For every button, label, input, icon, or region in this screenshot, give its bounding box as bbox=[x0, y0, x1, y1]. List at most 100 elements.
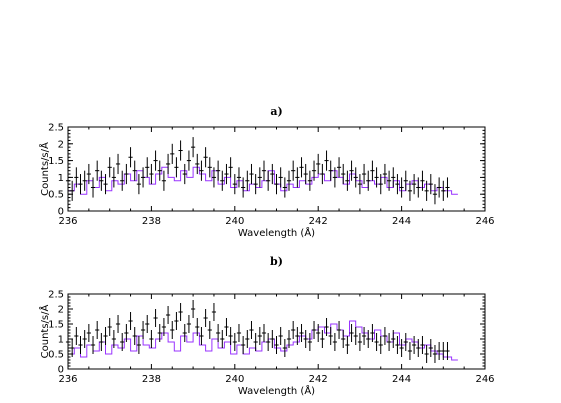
x-tick-label: 238 bbox=[142, 374, 161, 385]
x-tick-label: 240 bbox=[225, 216, 244, 227]
data-point bbox=[353, 167, 358, 188]
data-point bbox=[245, 170, 250, 191]
data-point bbox=[182, 163, 187, 185]
data-point bbox=[387, 170, 392, 191]
data-point bbox=[78, 336, 83, 354]
data-point bbox=[136, 336, 141, 354]
y-tick-label: 0.5 bbox=[48, 350, 64, 361]
data-point bbox=[307, 170, 312, 191]
data-point bbox=[345, 336, 350, 354]
x-tick-label: 244 bbox=[392, 374, 411, 385]
data-point bbox=[128, 312, 133, 330]
data-point bbox=[228, 327, 233, 345]
data-point bbox=[153, 150, 158, 171]
data-point bbox=[349, 160, 354, 181]
data-point bbox=[270, 330, 275, 348]
data-point bbox=[99, 333, 104, 351]
data-point bbox=[316, 324, 321, 342]
data-point bbox=[299, 157, 304, 178]
data-point bbox=[132, 327, 137, 345]
plot-frame bbox=[67, 126, 486, 212]
data-point bbox=[416, 339, 421, 357]
data-point bbox=[90, 177, 96, 198]
panel-b: b) 236 238 240 242 244 246 0 0.5 1 1.5 2 2.5 Waveleng… bbox=[38, 255, 495, 397]
x-tick-label: 246 bbox=[475, 216, 494, 227]
data-point bbox=[403, 333, 408, 351]
data-point bbox=[241, 177, 246, 198]
data-point bbox=[157, 160, 162, 181]
y-tick-label: 2.5 bbox=[48, 290, 64, 301]
data-point bbox=[120, 170, 125, 191]
data-point bbox=[445, 342, 450, 360]
data-point bbox=[374, 333, 379, 351]
data-point bbox=[82, 170, 87, 191]
x-tick-label: 242 bbox=[309, 216, 328, 227]
data-point bbox=[282, 339, 287, 357]
x-tick-label: 238 bbox=[142, 216, 161, 227]
data-point bbox=[82, 330, 87, 348]
data-point bbox=[111, 330, 116, 348]
data-point bbox=[311, 160, 317, 181]
data-point bbox=[286, 170, 292, 191]
data-point bbox=[124, 324, 129, 342]
data-point bbox=[420, 336, 425, 354]
data-point bbox=[165, 153, 171, 175]
data-point bbox=[374, 167, 379, 188]
data-point bbox=[270, 163, 275, 185]
data-point bbox=[153, 309, 158, 327]
data-point bbox=[161, 318, 166, 336]
data-point bbox=[320, 330, 325, 348]
data-point bbox=[174, 157, 179, 178]
data-point bbox=[278, 327, 283, 345]
data-point bbox=[220, 170, 225, 191]
data-point bbox=[203, 309, 208, 327]
data-point bbox=[170, 321, 175, 339]
data-point bbox=[161, 170, 166, 191]
data-point bbox=[249, 163, 254, 185]
data-point bbox=[136, 174, 141, 195]
chart-title: a) bbox=[270, 105, 282, 118]
data-point bbox=[203, 147, 208, 168]
x-tick-label: 236 bbox=[58, 216, 77, 227]
data-point bbox=[303, 163, 308, 185]
data-point bbox=[95, 321, 100, 339]
data-point bbox=[115, 315, 121, 333]
data-point bbox=[90, 336, 96, 354]
data-point bbox=[307, 333, 312, 351]
chart-title: b) bbox=[270, 255, 283, 268]
data-point bbox=[195, 153, 200, 175]
data-point bbox=[103, 327, 108, 345]
data-point bbox=[416, 177, 421, 198]
data-point bbox=[432, 345, 438, 363]
data-point bbox=[266, 333, 271, 351]
data-point bbox=[361, 327, 367, 345]
data-point bbox=[432, 184, 438, 205]
data-point bbox=[424, 345, 429, 363]
data-point bbox=[382, 327, 388, 345]
data-point bbox=[437, 177, 442, 198]
data-point bbox=[395, 174, 400, 195]
y-tick-label: 0 bbox=[58, 207, 64, 218]
model-step-line bbox=[68, 166, 458, 195]
data-point bbox=[149, 163, 154, 185]
data-point bbox=[191, 300, 196, 318]
data-point bbox=[74, 327, 79, 345]
data-point bbox=[124, 163, 129, 185]
data-point bbox=[366, 330, 371, 348]
data-point bbox=[311, 321, 317, 339]
data-point bbox=[424, 180, 429, 201]
panel-a: a) 236 238 240 242 244 246 0 0.5 1 1.5 2 2.5 Waveleng… bbox=[38, 105, 495, 239]
data-point bbox=[357, 174, 362, 195]
data-point bbox=[145, 157, 150, 178]
data-point bbox=[128, 147, 133, 168]
data-point bbox=[195, 318, 200, 336]
data-point bbox=[366, 170, 371, 191]
data-point bbox=[140, 321, 146, 339]
data-point bbox=[111, 167, 116, 188]
data-point bbox=[74, 167, 79, 188]
data-point bbox=[387, 333, 392, 351]
data-point bbox=[412, 174, 417, 195]
data-point bbox=[211, 303, 217, 321]
data-point bbox=[178, 140, 183, 161]
